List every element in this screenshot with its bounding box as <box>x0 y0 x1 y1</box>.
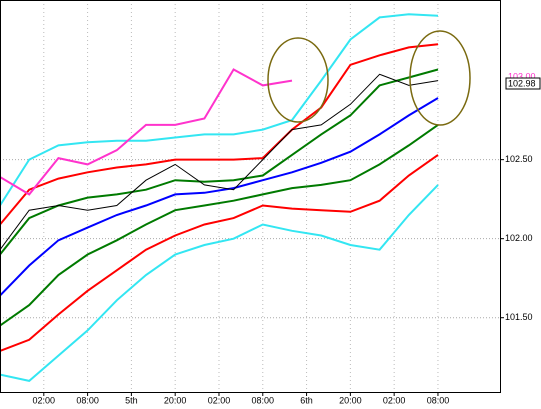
series-line <box>0 124 439 327</box>
series-line <box>0 97 439 297</box>
plot-area <box>0 0 500 392</box>
x-tick-label: 20:00 <box>339 395 362 405</box>
series-line <box>0 184 439 382</box>
x-tick-label: 02:00 <box>208 395 231 405</box>
series-line <box>0 73 439 250</box>
y-tick-label: 101.50 <box>505 312 533 322</box>
x-tick-label: 08:00 <box>76 395 99 405</box>
x-tick-label: 02:00 <box>383 395 406 405</box>
highlight-circle <box>267 37 329 123</box>
price-box <box>505 77 541 90</box>
x-tick-label: 20:00 <box>164 395 187 405</box>
lag-price-label: 103.00 <box>508 71 536 81</box>
highlight-circle <box>409 30 471 126</box>
plot-border <box>0 0 501 393</box>
x-tick-label: 6th <box>300 395 313 405</box>
y-tick-label: 102.00 <box>505 233 533 243</box>
current-price-label: 102.98 <box>508 78 536 88</box>
y-tick-label: 102.50 <box>505 154 533 164</box>
x-tick-label: 5th <box>125 395 138 405</box>
series-line <box>0 13 439 207</box>
series-line <box>0 68 293 196</box>
x-tick-label: 02:00 <box>33 395 56 405</box>
series-line <box>0 154 439 352</box>
x-tick-label: 08:00 <box>252 395 275 405</box>
series-line <box>0 68 439 256</box>
x-tick-label: 08:00 <box>427 395 450 405</box>
series-line <box>0 43 439 226</box>
